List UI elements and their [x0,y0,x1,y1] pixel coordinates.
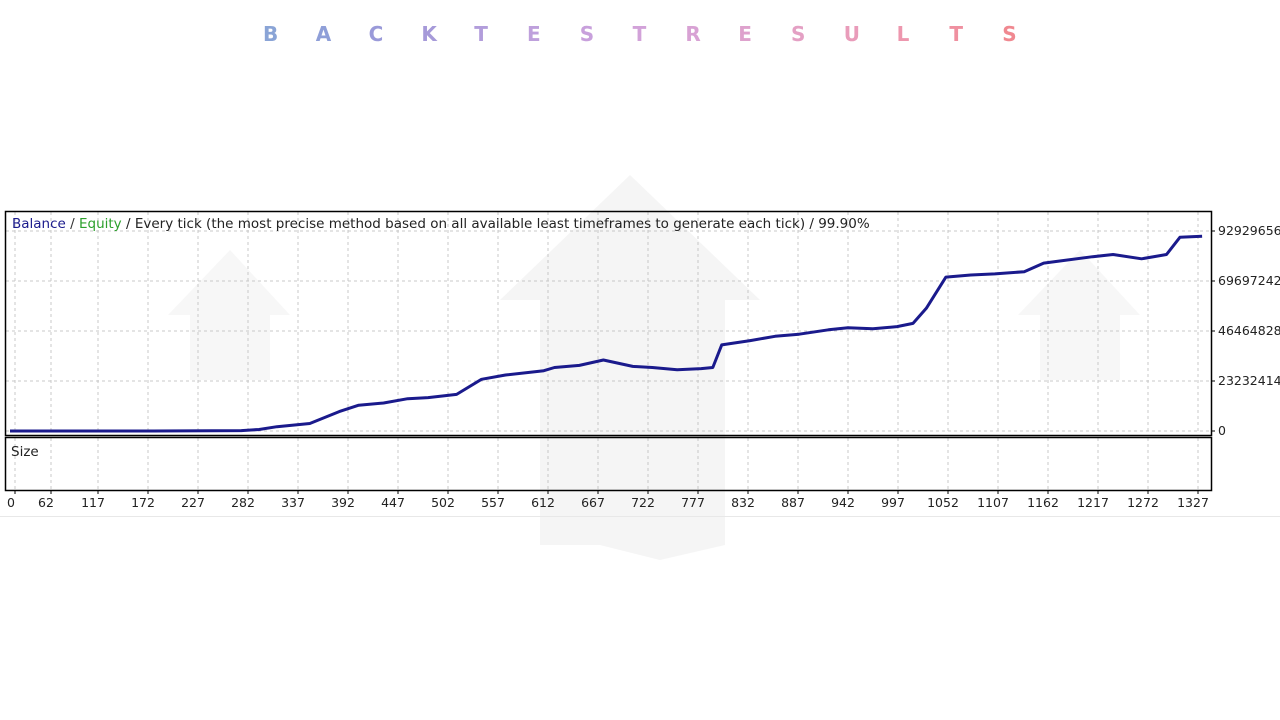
x-tick-label: 337 [281,495,305,510]
y-tick-label: 69697242 [1218,273,1280,288]
watermark-logo [168,175,1140,560]
x-tick-label: 1052 [927,495,959,510]
y-axis: 0 23232414 46464828 69697242 92929656 [1211,223,1280,438]
x-tick-label: 777 [681,495,705,510]
x-tick-label: 117 [81,495,105,510]
x-tick-label: 447 [381,495,405,510]
balance-line [10,234,1203,433]
x-tick-label: 612 [531,495,555,510]
x-tick-label: 832 [731,495,755,510]
x-tick-label: 1217 [1077,495,1109,510]
y-tick-label: 92929656 [1218,223,1280,238]
legend-equity: Equity [79,216,122,232]
x-tick-label: 997 [881,495,905,510]
legend-balance: Balance [12,216,66,232]
x-tick-label: 1327 [1177,495,1209,510]
x-tick-label: 282 [231,495,255,510]
legend-separator: / [66,216,79,232]
title-letter: U [843,22,861,46]
title-letter: E [527,22,541,46]
x-tick-label: 0 [7,495,15,510]
title-letter: S [579,22,595,46]
x-tick-label: 557 [481,495,505,510]
x-tick-label: 62 [38,495,54,510]
title-letter: A [315,22,332,46]
x-tick-label: 667 [581,495,605,510]
x-tick-label: 1272 [1127,495,1159,510]
balance-series [10,234,1203,433]
title-letter: T [474,22,488,46]
divider [0,516,1280,517]
x-tick-label: 722 [631,495,655,510]
x-tick-label: 172 [131,495,155,510]
legend: Balance / Equity / Every tick (the most … [12,216,870,232]
title-letter: L [896,22,910,46]
title-letter: B [263,22,279,46]
y-tick-label: 23232414 [1218,373,1280,388]
title-letter: T [632,22,647,46]
size-plot-frame [4,436,1213,492]
title-letter: E [738,22,752,46]
legend-method: / Every tick (the most precise method ba… [122,216,870,232]
main-plot-frame [4,210,1213,437]
title-letter: S [1002,22,1017,46]
title-letter: R [685,22,701,46]
title-letter: K [421,22,437,46]
x-tick-label: 502 [431,495,455,510]
x-tick-label: 1162 [1027,495,1059,510]
y-tick-label: 46464828 [1218,323,1280,338]
title-letter: T [949,22,964,46]
x-tick-label: 887 [781,495,805,510]
title-letter: S [791,22,806,46]
title-letter: C [368,22,384,46]
x-tick-label: 1107 [977,495,1009,510]
size-label: Size [11,444,39,460]
y-tick-label: 0 [1218,423,1226,438]
x-tick-label: 942 [831,495,855,510]
x-tick-label: 227 [181,495,205,510]
x-axis: 0 62 117 172 227 282 337 392 447 502 557 612 667 722 7… [7,490,1209,510]
x-tick-label: 392 [331,495,355,510]
